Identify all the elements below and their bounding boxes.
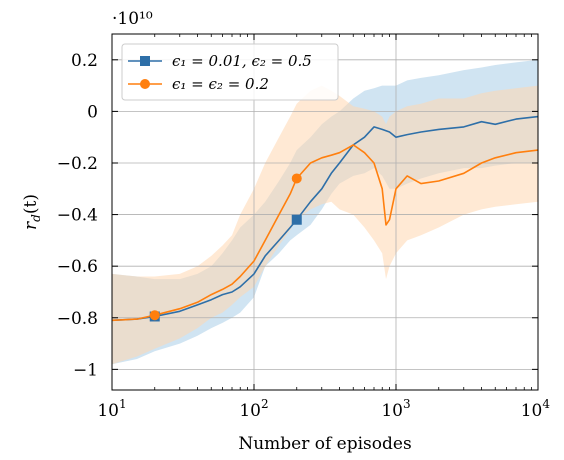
confidence-bands	[112, 59, 538, 365]
y-axis-label: rd(t)	[21, 194, 43, 230]
series-lines	[111, 115, 539, 322]
tick-labels: 101 102 103 104 0.2 0 −0.2 −0.4 −0.6 −0.8 −1	[57, 51, 551, 421]
legend-marker-2	[140, 79, 150, 89]
legend: ϵ₁ = 0.01, ϵ₂ = 0.5 ϵ₁ = ϵ₂ = 0.2	[121, 43, 339, 101]
legend-label-1: ϵ₁ = 0.01, ϵ₂ = 0.5	[172, 52, 312, 70]
x-tick-label-4: 104	[521, 397, 551, 421]
marker-series-1-2	[291, 214, 302, 225]
legend-box	[121, 43, 339, 101]
y-multiplier-label: ·10¹⁰	[112, 9, 153, 29]
y-tick-label-4: −0.4	[57, 206, 98, 226]
band-series-2	[112, 85, 538, 365]
y-axis-label-r: r	[21, 221, 41, 230]
axis-ticks	[111, 34, 539, 390]
y-tick-label-2: 0	[87, 102, 98, 122]
y-tick-label-6: −0.8	[57, 309, 98, 329]
y-tick-label-1: 0.2	[71, 51, 98, 71]
y-tick-label-5: −0.6	[57, 257, 98, 277]
x-axis-label: Number of episodes	[238, 434, 411, 454]
y-axis-label-suffix: (t)	[21, 194, 41, 214]
legend-label-2: ϵ₁ = ϵ₂ = 0.2	[172, 75, 269, 93]
legend-marker-1	[140, 56, 150, 66]
y-axis-label-sub: d	[29, 214, 43, 222]
series-markers	[149, 173, 302, 322]
y-tick-label-7: −1	[73, 360, 98, 380]
line-series-1	[111, 115, 539, 322]
marker-series-2-1	[149, 310, 160, 321]
marker-series-2-2	[291, 173, 302, 184]
x-tick-label-1: 101	[97, 397, 126, 421]
x-tick-label-2: 102	[239, 397, 268, 421]
x-tick-label-3: 103	[381, 397, 410, 421]
line-series-2	[111, 144, 539, 322]
plot-frame	[111, 33, 539, 391]
y-tick-label-3: −0.2	[57, 154, 98, 174]
